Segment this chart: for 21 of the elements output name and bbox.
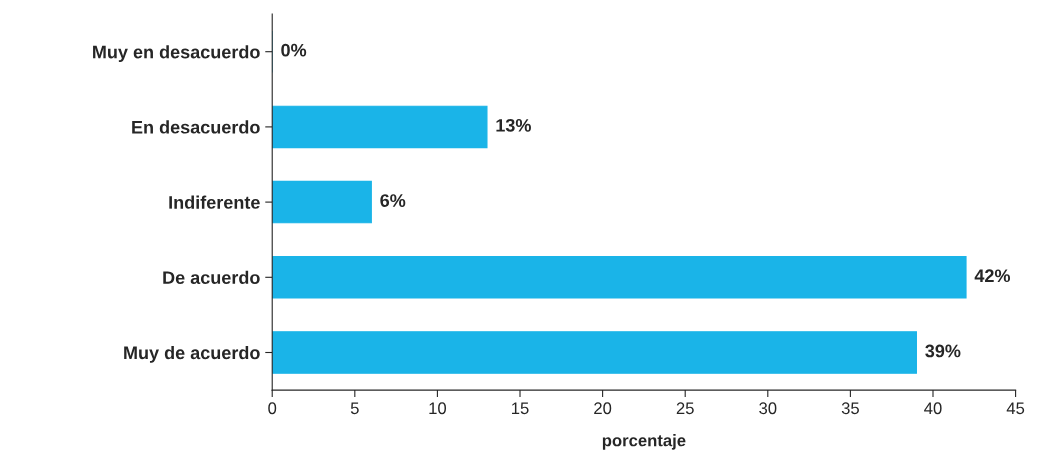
- x-tick-label: 40: [924, 402, 942, 415]
- x-tick-label: 20: [594, 402, 612, 415]
- data-label: 39%: [925, 344, 961, 358]
- x-tick-label: 30: [759, 402, 777, 415]
- data-label: 13%: [496, 118, 531, 132]
- y-tick-label: Muy en desacuerdo: [93, 45, 260, 62]
- x-tick-label: 0: [268, 402, 277, 415]
- y-tick-label: En desacuerdo: [132, 120, 260, 134]
- x-tick-label: 10: [429, 402, 447, 415]
- y-tick-label: Indiferente: [169, 195, 260, 209]
- data-label: 6%: [380, 194, 406, 207]
- x-tick-label: 5: [350, 402, 359, 415]
- y-tick-label: Muy de acuerdo: [124, 345, 260, 363]
- x-tick-label: 35: [841, 402, 859, 415]
- x-tick-label: 15: [512, 402, 529, 415]
- x-tick-label: 45: [1006, 402, 1025, 415]
- data-label: 42%: [974, 269, 1011, 283]
- x-tick-label: 25: [676, 402, 694, 415]
- data-label: 0%: [281, 43, 307, 57]
- y-tick-label: De acuerdo: [163, 270, 260, 285]
- x-axis-title: porcentaje: [602, 434, 686, 450]
